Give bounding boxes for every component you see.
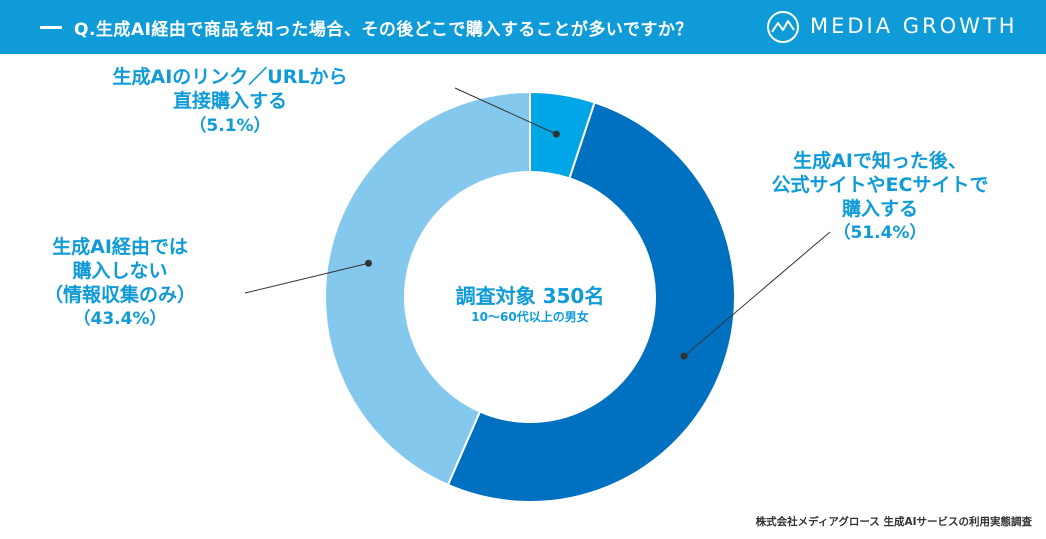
donut-slice-2 — [324, 90, 531, 487]
center-subtitle: 10〜60代以上の男女 — [471, 310, 589, 324]
leader-dot-0 — [552, 130, 560, 138]
header-bar: Q.生成AI経由で商品を知った場合、その後どこで購入することが多いですか？ ME… — [0, 0, 1046, 54]
brand-name: MEDIA GROWTH — [810, 14, 1018, 38]
slice-label-2-line-2: 購入しない — [72, 259, 168, 282]
slice-label-1-line-1: 生成AIで知った後、 — [793, 150, 967, 172]
slice-label-2-line-3: （情報収集のみ） — [43, 283, 196, 306]
slice-label-0: 生成AIのリンク／URLから 直接購入する （5.1%） — [80, 66, 380, 137]
slice-label-1: 生成AIで知った後、 公式サイトやECサイトで 購入する （51.4%） — [730, 150, 1030, 245]
slice-label-0-line-2: 直接購入する — [172, 89, 287, 112]
leader-dot-1 — [680, 352, 688, 360]
slice-label-2-percent: （43.4%） — [73, 309, 167, 330]
header-dash — [40, 26, 62, 29]
leader-line-0 — [454, 87, 557, 135]
source-note: 株式会社メディアグロース 生成AIサービスの利用実態調査 — [755, 516, 1032, 528]
leader-dot-2 — [364, 259, 372, 267]
slice-label-1-percent: （51.4%） — [833, 223, 927, 244]
leader-line-1 — [683, 231, 831, 357]
slice-label-1-line-2: 公式サイトやECサイトで — [771, 173, 989, 196]
survey-question: Q.生成AI経由で商品を知った場合、その後どこで購入することが多いですか？ — [74, 20, 693, 40]
media-growth-logo-icon — [767, 11, 799, 43]
donut-slice-1 — [446, 101, 736, 503]
center-title: 調査対象 350名 — [455, 284, 605, 308]
leader-line-2 — [244, 262, 369, 294]
slice-label-0-line-1: 生成AIのリンク／URLから — [112, 66, 348, 88]
slice-label-0-percent: （5.1%） — [189, 115, 271, 136]
slice-label-1-line-3: 購入する — [841, 197, 918, 220]
slice-label-2: 生成AI経由では 購入しない （情報収集のみ） （43.4%） — [10, 236, 230, 331]
slice-label-2-line-1: 生成AI経由では — [52, 236, 188, 258]
